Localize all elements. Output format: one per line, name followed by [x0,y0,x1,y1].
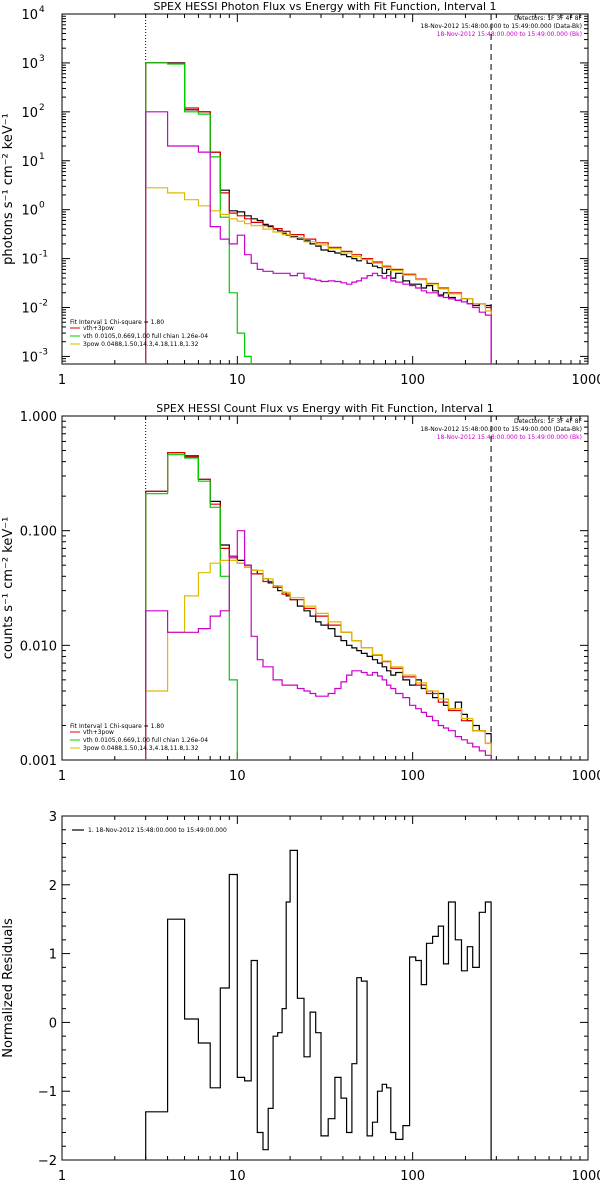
y-tick-label: 3 [49,810,57,825]
y-tick-label: 10 [21,253,38,268]
y-tick-label: 10 [21,57,38,72]
series-line-3 [145,62,258,364]
plot-frame [61,415,589,761]
y-tick-exponent: -1 [39,250,48,260]
legend-label: vth 0.0105,0.669,1.00 full chian 1.26e-0… [83,333,208,340]
series-group [145,849,492,1160]
chart-title: SPEX HESSI Count Flux vs Energy with Fit… [156,402,493,415]
plot-frame [61,13,589,365]
x-tick-label: 100 [400,769,425,784]
series-line-1 [145,62,492,364]
legend-label: 3pow 0.0488,1.50,14.3,4.18,11.8,1.32 [83,745,199,752]
y-tick-exponent: -2 [39,299,48,309]
legend-label: 3pow 0.0488,1.50,14.3,4.18,11.8,1.32 [83,341,199,348]
series-line-3 [145,454,246,760]
series-line-5 [145,111,492,364]
series-line-4 [145,559,492,760]
y-tick-label: 0.001 [20,754,57,769]
x-tick-label: 1 [58,373,66,388]
series-line-5 [145,530,492,760]
y-tick-label: 0.100 [20,525,57,540]
legend-label: 1. 18-Nov-2012 15:48:00.000 to 15:49:00.… [88,827,227,834]
y-axis-label: counts s⁻¹ cm⁻² keV⁻¹ [1,517,16,660]
legend-label: vth+3pow [83,729,114,736]
plot-frame [61,815,589,1161]
series-line-4 [145,187,492,364]
y-tick-label: 0.010 [20,639,57,654]
y-tick-exponent: 3 [39,54,45,64]
x-tick-label: 100 [400,1169,425,1184]
y-tick-label: 10 [21,106,38,121]
y-tick-label: 10 [21,350,38,365]
y-tick-label: 10 [21,155,38,170]
y-tick-label: −1 [38,1085,57,1100]
y-tick-exponent: 4 [39,5,45,15]
series-line-2 [145,62,492,364]
y-tick-label: 10 [21,8,38,23]
info-line: Detectors: 1F 3F 4F 8F [514,418,583,425]
series-line-1 [145,849,492,1160]
info-line: Detectors: 1F 3F 4F 8F [514,15,583,22]
y-axis-label: Normalized Residuals [1,918,16,1058]
y-tick-label: 0 [49,1016,57,1031]
info-line: 18-Nov-2012 15:48:00.000 to 15:49:00.000… [420,23,582,30]
info-line: 18-Nov-2012 15:48:00.000 to 15:49:00.000… [437,31,582,38]
x-tick-label: 1 [58,769,66,784]
series-group [145,62,492,364]
y-tick-label: −2 [38,1154,57,1169]
x-tick-label: 100 [400,373,425,388]
series-line-2 [145,452,492,760]
info-line: 18-Nov-2012 15:48:00.000 to 15:49:00.000… [437,434,582,441]
y-tick-exponent: 2 [39,103,45,113]
y-tick-label: 1 [49,948,57,963]
chart-panel-2: SPEX HESSI Count Flux vs Energy with Fit… [1,402,600,784]
x-tick-label: 10 [229,373,246,388]
y-tick-exponent: 0 [39,201,45,211]
legend-title: Fit Interval 1 Chi-square = 1.80 [70,319,164,326]
chart-panel-1: SPEX HESSI Photon Flux vs Energy with Fi… [1,0,600,388]
y-tick-label: 10 [21,302,38,317]
series-group [145,452,492,760]
info-line: 18-Nov-2012 15:48:00.000 to 15:49:00.000… [420,426,582,433]
x-tick-label: 10 [229,769,246,784]
series-line-1 [145,452,492,760]
y-tick-label: 1.000 [20,410,57,425]
x-tick-label: 10 [229,1169,246,1184]
x-tick-label: 1 [58,1169,66,1184]
y-axis-label: photons s⁻¹ cm⁻² keV⁻¹ [1,113,16,265]
legend-label: vth+3pow [83,325,114,332]
y-tick-exponent: -3 [39,347,48,357]
legend-label: vth 0.0105,0.669,1.00 full chian 1.26e-0… [83,737,208,744]
y-tick-label: 2 [49,879,57,894]
y-tick-label: 10 [21,204,38,219]
legend-title: Fit Interval 1 Chi-square = 1.80 [70,723,164,730]
chart-title: SPEX HESSI Photon Flux vs Energy with Fi… [153,0,496,13]
y-tick-exponent: 1 [39,152,45,162]
